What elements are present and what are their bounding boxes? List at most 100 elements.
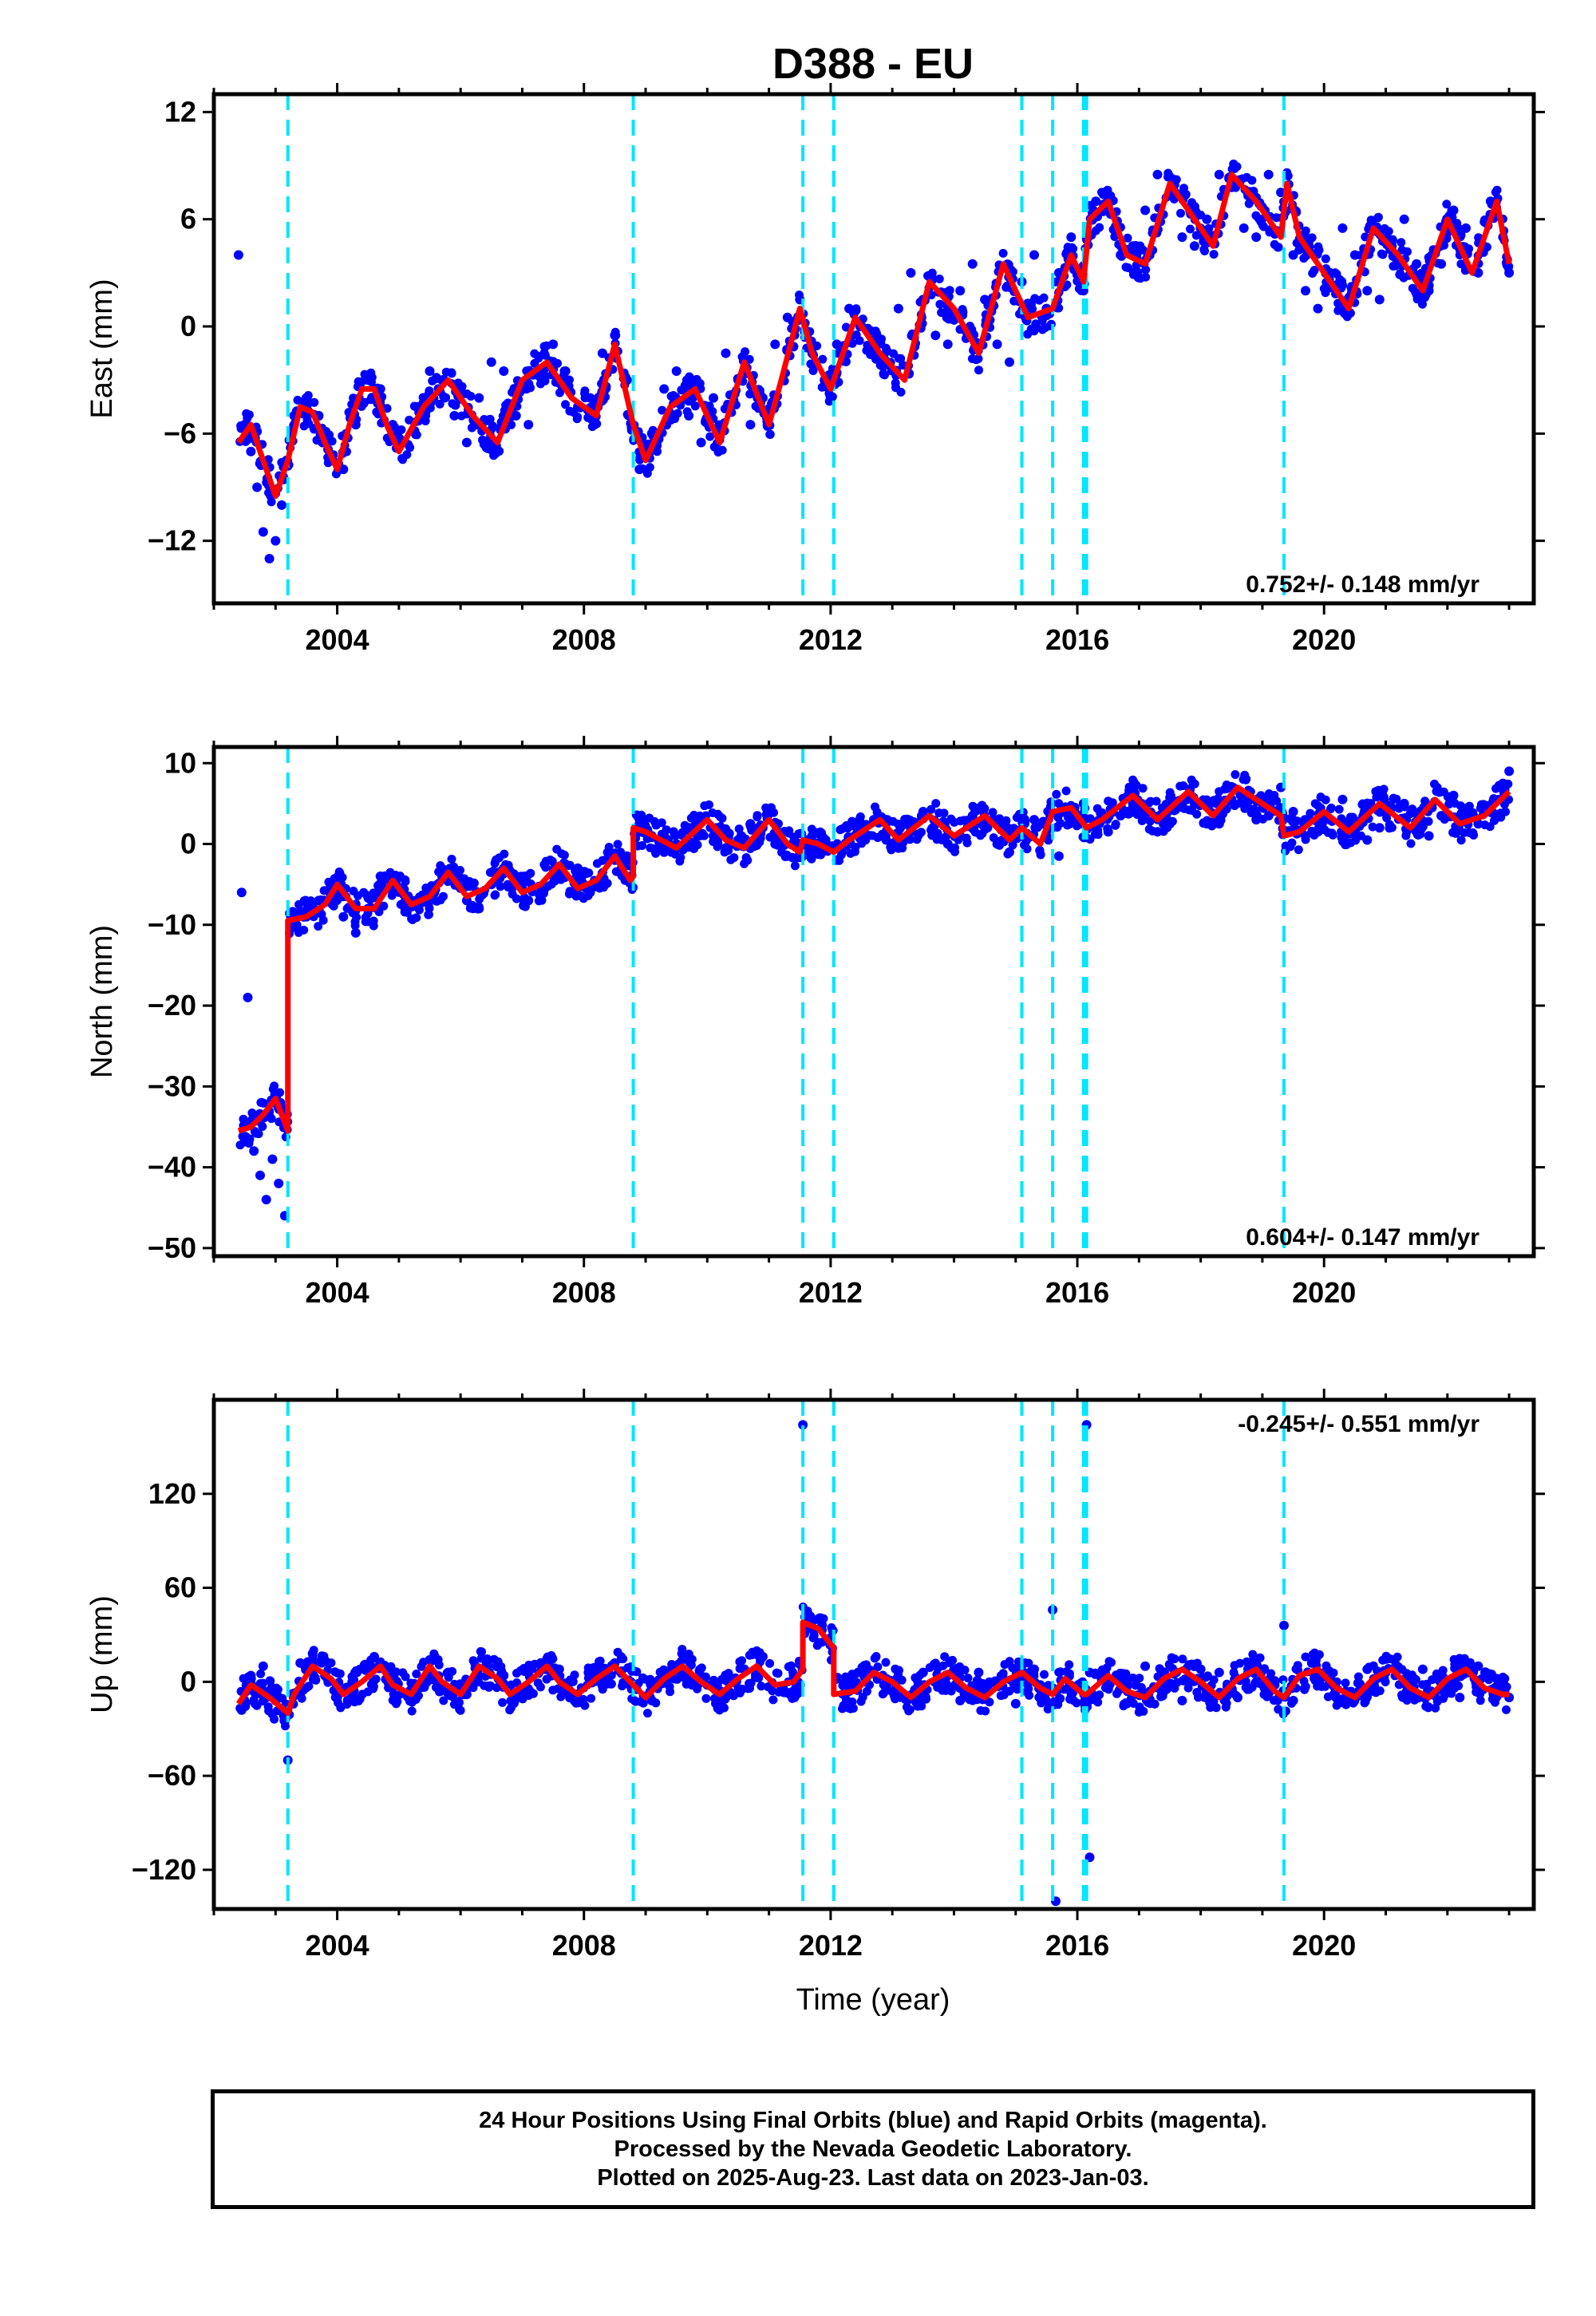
east-data-point [1152,169,1163,180]
east-data-point [1301,286,1310,296]
north-data-point [1132,781,1141,790]
north-data-point [1036,850,1045,860]
up-data-point [548,1654,558,1664]
north-data-point [684,823,694,833]
north-data-point [939,808,949,818]
east-data-point [930,330,941,341]
north-data-point [242,1132,251,1142]
footer-line-1: 24 Hour Positions Using Final Orbits (bl… [479,2108,1267,2133]
north-data-point [685,843,693,852]
north-data-point [1389,793,1398,803]
north-data-point [1022,844,1032,854]
east-data-point [405,415,414,425]
north-data-point [895,824,905,833]
north-data-point [400,903,410,914]
up-data-point [798,1420,808,1430]
east-data-point [980,294,990,305]
east-data-point [523,420,534,430]
east-data-point [597,348,607,358]
east-data-point [1091,196,1101,207]
east-data-point [398,455,408,464]
east-data-point [1389,262,1398,271]
east-data-point [1362,286,1373,296]
north-data-point [504,883,513,892]
up-data-point [1200,1691,1210,1701]
east-data-point [1028,304,1037,314]
north-data-point [523,895,534,906]
east-data-point [1263,169,1274,180]
up-data-point [1233,1693,1242,1702]
east-data-point [1380,223,1389,233]
east-x-tick-label: 2008 [552,623,616,656]
north-data-point [438,864,447,873]
up-x-tick-label: 2012 [799,1929,863,1962]
figure-title: D388 - EU [772,40,974,88]
north-data-point [926,804,936,814]
east-data-point [1333,298,1343,308]
north-data-point [1401,831,1411,840]
north-data-point [1152,827,1163,837]
north-data-point [361,913,370,923]
east-y-axis-label: East (mm) [85,279,119,418]
north-data-point [978,800,987,810]
up-data-point [1107,1658,1116,1667]
up-data-point [407,1697,417,1707]
north-x-tick-label: 2004 [306,1276,369,1309]
east-data-point [1244,199,1254,208]
east-data-point [1176,208,1185,218]
east-data-point [847,338,857,348]
east-data-point [1412,259,1422,269]
east-data-point [891,378,900,388]
up-data-point [1118,1669,1128,1678]
up-data-point [311,1675,321,1685]
up-data-point [1025,1690,1034,1700]
east-data-point [1124,263,1133,272]
north-data-point [1175,781,1185,791]
up-data-point [414,1691,423,1701]
north-data-point [1306,808,1315,818]
east-data-point [782,312,792,322]
east-data-point [1001,283,1011,292]
north-data-point [261,1195,271,1205]
east-data-point [264,554,275,563]
east-data-point [561,400,570,409]
east-data-point [1504,267,1515,278]
north-data-point [678,828,687,837]
east-data-point [534,354,543,363]
north-data-point [1368,822,1377,832]
north-data-point [447,855,456,864]
north-data-point [338,911,349,922]
north-data-point [1054,799,1064,808]
up-data-point [1203,1671,1212,1681]
east-data-point [1288,250,1298,260]
east-data-point [1140,205,1151,215]
east-data-point [671,366,681,376]
north-data-point [1165,819,1175,829]
north-data-point [395,871,405,881]
up-data-point [1177,1695,1187,1705]
up-data-point [1178,1654,1187,1664]
north-data-point [769,808,778,817]
north-data-point [573,863,583,873]
up-data-point [587,1694,596,1703]
north-x-tick-label: 2016 [1045,1276,1109,1309]
east-data-point [267,497,276,507]
up-data-point [1150,1699,1159,1709]
north-y-tick-label: 0 [180,828,196,860]
east-data-point [1373,213,1383,223]
north-data-point [1321,795,1330,804]
up-data-point [922,1694,930,1704]
north-data-point [942,839,953,849]
north-data-point [1408,804,1417,814]
up-model-curve [235,1619,1510,1717]
east-data-point [363,375,373,385]
up-data-point [697,1663,706,1673]
north-y-tick-label: 10 [164,746,196,779]
east-data-point [526,383,535,393]
north-data-point [670,829,679,839]
north-data-point [1399,798,1409,808]
east-data-point [1321,254,1330,263]
up-data-point [295,1658,306,1668]
up-data-point [1093,1697,1103,1707]
north-data-point [239,1114,248,1124]
